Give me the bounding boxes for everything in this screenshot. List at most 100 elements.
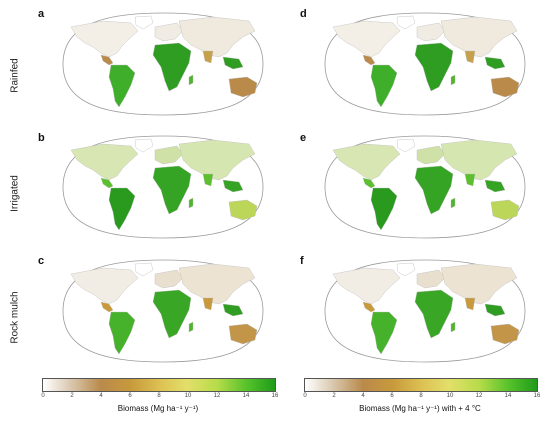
madagascar-region xyxy=(450,74,456,86)
africa-region xyxy=(414,42,454,92)
map-panel-a xyxy=(43,5,283,123)
central-america-region xyxy=(362,54,376,66)
africa-region xyxy=(414,289,454,339)
world-map xyxy=(62,12,264,116)
south-america-region xyxy=(108,311,136,355)
australia-region xyxy=(490,199,520,221)
europe-region xyxy=(416,269,446,289)
tick-label: 2 xyxy=(70,393,74,399)
south-america-region xyxy=(370,64,398,108)
panel-letter-c: c xyxy=(38,255,45,267)
greenland-region xyxy=(134,262,154,277)
colorbar-right-ticks: 0 2 4 6 8 10 12 14 16 xyxy=(303,393,540,403)
greenland-region xyxy=(134,138,154,153)
panel-letter-d: d xyxy=(300,8,307,20)
tick-label: 8 xyxy=(419,393,423,399)
asia-region xyxy=(178,139,256,181)
europe-region xyxy=(154,269,184,289)
australia-region xyxy=(228,76,258,98)
central-america-region xyxy=(100,177,114,189)
madagascar-region xyxy=(188,74,194,86)
tick-label: 16 xyxy=(271,393,279,399)
south-america-region xyxy=(108,187,136,231)
se-asia-region xyxy=(484,56,506,70)
australia-region xyxy=(490,76,520,98)
world-map xyxy=(324,259,526,363)
row-label-irrigated: Irrigated xyxy=(9,175,21,212)
india-region xyxy=(464,297,476,311)
map-panel-f xyxy=(305,252,545,370)
world-map xyxy=(324,12,526,116)
europe-region xyxy=(416,145,446,165)
tick-label: 2 xyxy=(332,393,336,399)
se-asia-region xyxy=(222,303,244,317)
asia-region xyxy=(178,16,256,58)
map-panel-e xyxy=(305,128,545,246)
north-america-region xyxy=(332,20,401,58)
world-map xyxy=(324,135,526,239)
panel-letter-e: e xyxy=(300,132,307,144)
north-america-region xyxy=(70,267,139,305)
tick-label: 6 xyxy=(390,393,394,399)
south-america-region xyxy=(370,311,398,355)
colorbar-right xyxy=(304,378,538,392)
map-panel-b xyxy=(43,128,283,246)
north-america-region xyxy=(332,267,401,305)
north-america-region xyxy=(70,20,139,58)
panel-letter-a: a xyxy=(38,8,45,20)
world-map xyxy=(62,135,264,239)
tick-label: 0 xyxy=(41,393,45,399)
greenland-region xyxy=(396,138,416,153)
se-asia-region xyxy=(222,179,244,193)
row-label-rainfed: Rainfed xyxy=(9,58,21,93)
tick-label: 10 xyxy=(184,393,192,399)
madagascar-region xyxy=(450,197,456,209)
tick-label: 12 xyxy=(213,393,221,399)
europe-region xyxy=(154,22,184,42)
india-region xyxy=(202,297,214,311)
madagascar-region xyxy=(450,321,456,333)
colorbar-left-ticks: 0 2 4 6 8 10 12 14 16 xyxy=(41,393,278,403)
greenland-region xyxy=(396,15,416,30)
world-map xyxy=(62,259,264,363)
india-region xyxy=(202,173,214,187)
map-panel-d xyxy=(305,5,545,123)
tick-label: 0 xyxy=(303,393,307,399)
madagascar-region xyxy=(188,197,194,209)
colorbar-right-title: Biomass (Mg ha⁻¹ y⁻¹) with + 4 °C xyxy=(359,404,481,413)
tick-label: 4 xyxy=(361,393,365,399)
map-panel-c xyxy=(43,252,283,370)
india-region xyxy=(464,50,476,64)
panel-letter-b: b xyxy=(38,132,45,144)
europe-region xyxy=(416,22,446,42)
se-asia-region xyxy=(484,303,506,317)
greenland-region xyxy=(134,15,154,30)
colorbar-left xyxy=(42,378,276,392)
tick-label: 4 xyxy=(99,393,103,399)
europe-region xyxy=(154,145,184,165)
africa-region xyxy=(152,289,192,339)
asia-region xyxy=(440,263,518,305)
greenland-region xyxy=(396,262,416,277)
tick-label: 8 xyxy=(157,393,161,399)
africa-region xyxy=(414,165,454,215)
central-america-region xyxy=(100,54,114,66)
tick-label: 10 xyxy=(446,393,454,399)
asia-region xyxy=(178,263,256,305)
row-label-rock-mulch: Rock mulch xyxy=(9,291,21,344)
panel-letter-f: f xyxy=(300,255,304,267)
tick-label: 14 xyxy=(242,393,250,399)
asia-region xyxy=(440,16,518,58)
tick-label: 6 xyxy=(128,393,132,399)
south-america-region xyxy=(370,187,398,231)
colorbar-left-title: Biomass (Mg ha⁻¹ y⁻¹) xyxy=(117,404,199,413)
north-america-region xyxy=(332,143,401,181)
tick-label: 14 xyxy=(504,393,512,399)
se-asia-region xyxy=(222,56,244,70)
africa-region xyxy=(152,42,192,92)
australia-region xyxy=(228,199,258,221)
india-region xyxy=(464,173,476,187)
central-america-region xyxy=(100,301,114,313)
madagascar-region xyxy=(188,321,194,333)
australia-region xyxy=(490,323,520,345)
